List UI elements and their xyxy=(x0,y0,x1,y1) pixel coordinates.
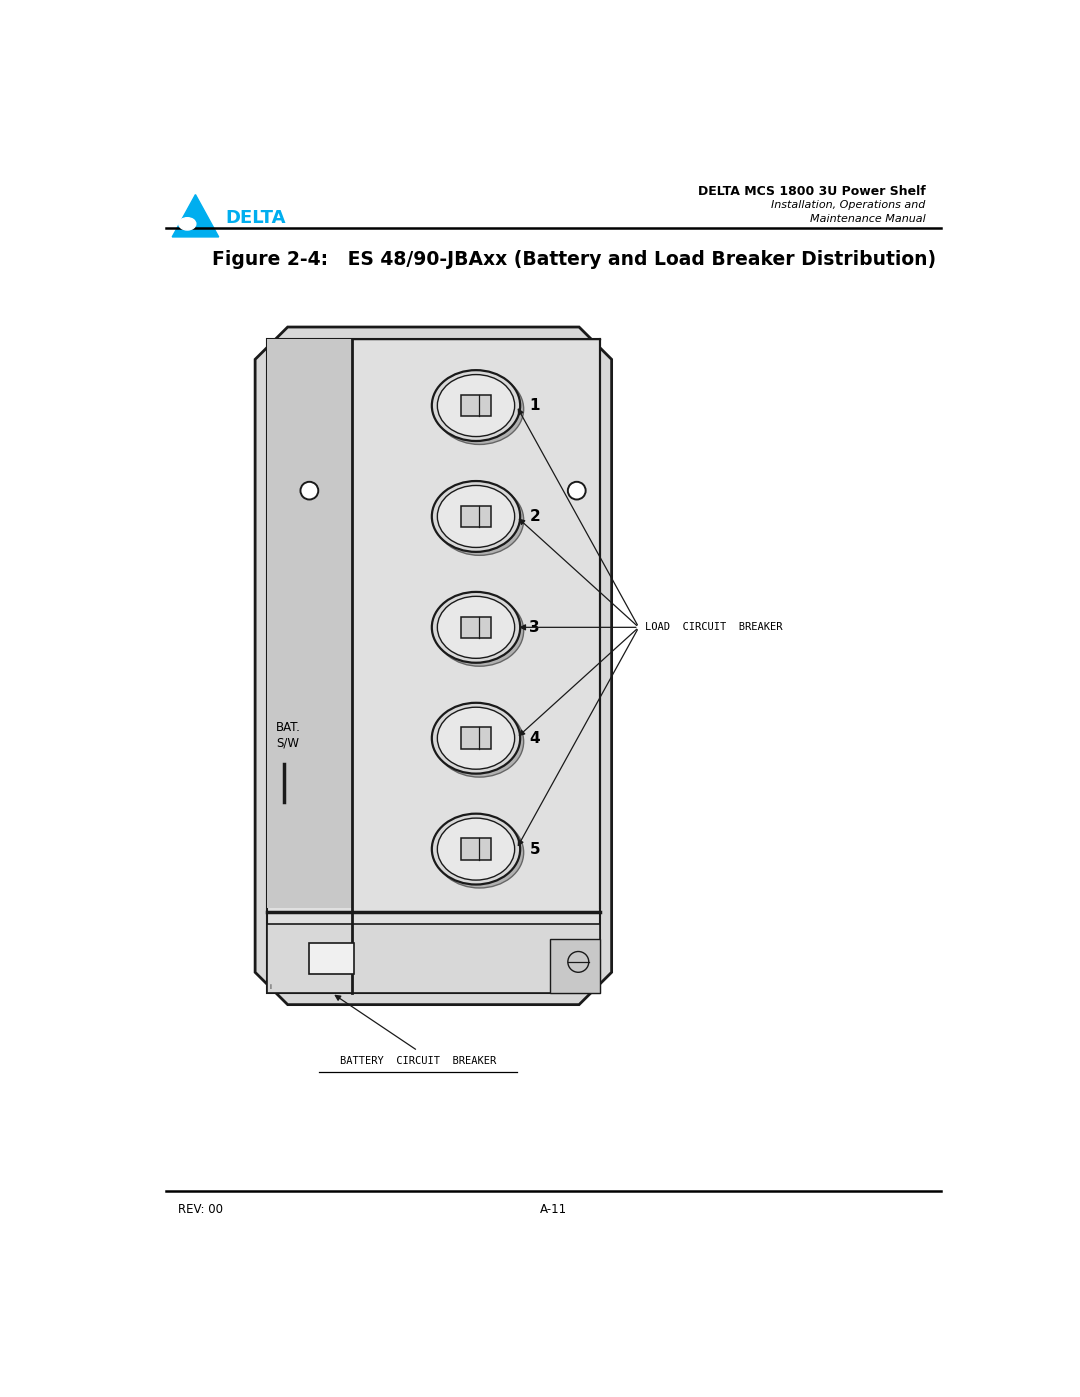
Ellipse shape xyxy=(432,592,521,662)
FancyBboxPatch shape xyxy=(309,943,354,974)
Text: LOAD  CIRCUIT  BREAKER: LOAD CIRCUIT BREAKER xyxy=(645,622,782,633)
Ellipse shape xyxy=(435,595,524,666)
Ellipse shape xyxy=(435,817,524,888)
Ellipse shape xyxy=(437,486,515,548)
Ellipse shape xyxy=(435,373,524,444)
Polygon shape xyxy=(255,327,611,1004)
Text: BAT.
S/W: BAT. S/W xyxy=(276,721,301,749)
Text: i: i xyxy=(270,983,272,990)
Text: 1: 1 xyxy=(529,398,540,414)
Text: DELTA: DELTA xyxy=(225,208,285,226)
Bar xyxy=(461,616,490,638)
Text: DELTA MCS 1800 3U Power Shelf: DELTA MCS 1800 3U Power Shelf xyxy=(698,184,926,197)
Bar xyxy=(267,923,600,993)
Ellipse shape xyxy=(432,370,521,441)
Text: 5: 5 xyxy=(529,841,540,856)
Ellipse shape xyxy=(437,707,515,770)
Ellipse shape xyxy=(432,703,521,774)
Text: Figure 2-4:   ES 48/90-JBAxx (Battery and Load Breaker Distribution): Figure 2-4: ES 48/90-JBAxx (Battery and … xyxy=(213,250,936,270)
Circle shape xyxy=(300,482,319,500)
Ellipse shape xyxy=(432,813,521,884)
Text: Installation, Operations and: Installation, Operations and xyxy=(771,200,926,210)
Text: BATTERY  CIRCUIT  BREAKER: BATTERY CIRCUIT BREAKER xyxy=(340,1056,496,1066)
Bar xyxy=(461,506,490,527)
Text: REV: 00: REV: 00 xyxy=(177,1203,222,1217)
Circle shape xyxy=(568,482,585,500)
Bar xyxy=(550,939,600,993)
Text: 2: 2 xyxy=(529,509,540,524)
Ellipse shape xyxy=(179,218,195,231)
Ellipse shape xyxy=(432,481,521,552)
Polygon shape xyxy=(172,194,218,237)
Circle shape xyxy=(568,951,589,972)
Bar xyxy=(461,838,490,861)
Text: 3: 3 xyxy=(529,620,540,634)
Text: A-11: A-11 xyxy=(540,1203,567,1217)
Ellipse shape xyxy=(435,485,524,556)
Ellipse shape xyxy=(435,707,524,777)
Text: 4: 4 xyxy=(529,731,540,746)
Ellipse shape xyxy=(437,597,515,658)
Ellipse shape xyxy=(437,819,515,880)
Bar xyxy=(267,338,352,908)
Bar xyxy=(267,338,600,993)
Bar xyxy=(461,395,490,416)
Ellipse shape xyxy=(437,374,515,437)
Bar xyxy=(461,728,490,749)
Text: Maintenance Manual: Maintenance Manual xyxy=(810,214,926,224)
